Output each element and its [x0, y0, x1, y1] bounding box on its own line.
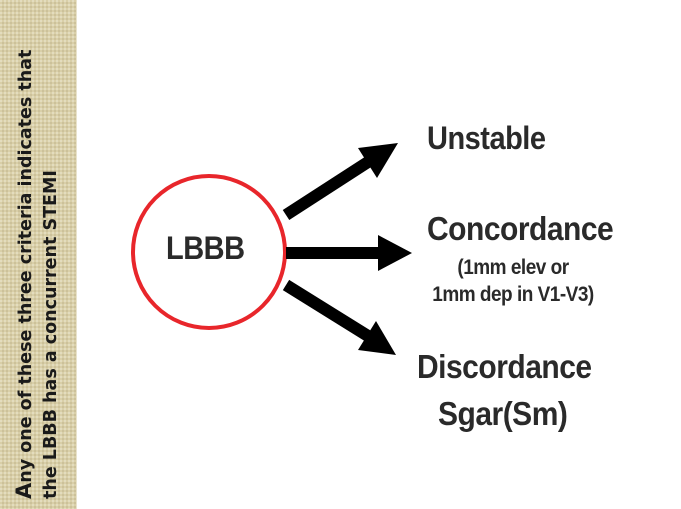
side-caption: Any one of these three criteria indicate…: [12, 9, 64, 499]
criterion-concordance: Concordance: [427, 211, 614, 248]
criteria-diagram: LBBB Unstable Concordance (1mm elev or 1…: [90, 40, 681, 509]
diagram-graphics: [131, 143, 412, 355]
side-banner: Any one of these three criteria indicate…: [0, 0, 77, 509]
center-node-label: LBBB: [166, 231, 245, 267]
criterion-discordance: Discordance: [417, 349, 592, 386]
arrow-down-right: [282, 279, 396, 355]
side-caption-line-2: the LBBB has a concurrent STEMI: [41, 170, 61, 499]
lbbb-circle: [131, 174, 287, 330]
arrow-right: [286, 235, 412, 271]
concordance-detail-line-1: (1mm elev or: [457, 256, 569, 280]
criterion-unstable: Unstable: [427, 121, 546, 157]
arrow-up-right: [282, 143, 398, 221]
concordance-detail-line-2: 1mm dep in V1-V3): [432, 283, 594, 307]
side-caption-line-1: Any one of these three criteria indicate…: [12, 49, 36, 499]
discordance-subtitle: Sgar(Sm): [438, 396, 568, 433]
